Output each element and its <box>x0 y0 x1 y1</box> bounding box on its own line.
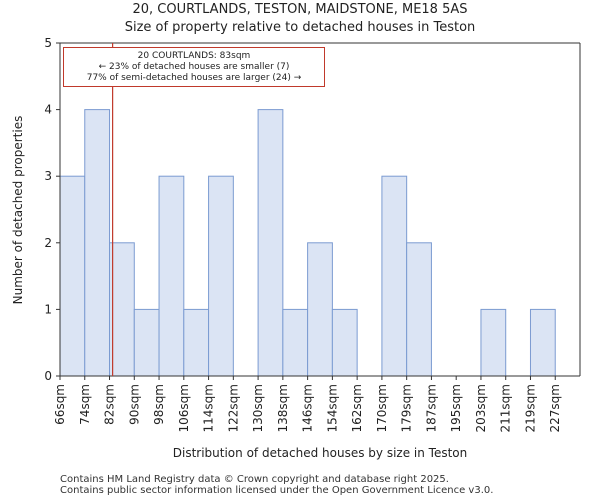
x-tick-label: 106sqm <box>177 384 191 432</box>
x-tick-label: 138sqm <box>276 384 290 432</box>
x-tick-label: 187sqm <box>424 384 438 432</box>
bar-179sqm <box>406 242 432 377</box>
x-tick-label: 90sqm <box>127 384 141 425</box>
bar-138sqm <box>282 308 309 377</box>
x-tick-label: 114sqm <box>202 384 216 432</box>
chart-title: 20, COURTLANDS, TESTON, MAIDSTONE, ME18 … <box>132 2 468 17</box>
y-tick-label: 1 <box>44 302 52 316</box>
x-tick-label: 195sqm <box>449 384 463 432</box>
x-axis-label: Distribution of detached houses by size … <box>172 446 468 460</box>
bar-146sqm <box>307 242 333 377</box>
x-tick-label: 82sqm <box>103 384 117 425</box>
bar-66sqm <box>59 175 86 377</box>
footer-line-2: Contains public sector information licen… <box>60 485 494 496</box>
y-tick-label: 0 <box>44 369 52 383</box>
annotation-line-2: ← 23% of detached houses are smaller (7) <box>98 62 290 72</box>
x-tick-label: 154sqm <box>325 384 339 432</box>
bar-82sqm <box>109 242 135 377</box>
bar-114sqm <box>208 175 234 377</box>
bar-219sqm <box>529 308 556 377</box>
y-tick-label: 5 <box>44 36 52 50</box>
x-tick-label: 74sqm <box>78 384 92 425</box>
bar-90sqm <box>133 308 160 377</box>
bar-98sqm <box>158 175 185 377</box>
bar-106sqm <box>183 308 210 377</box>
footer-line-1: Contains HM Land Registry data © Crown c… <box>60 474 449 485</box>
x-tick-label: 130sqm <box>251 384 265 432</box>
bar-130sqm <box>257 109 284 377</box>
x-tick-label: 219sqm <box>523 384 537 432</box>
y-tick-label: 4 <box>44 103 52 117</box>
bar-170sqm <box>381 175 408 377</box>
x-tick-label: 162sqm <box>350 384 364 432</box>
x-tick-label: 203sqm <box>474 384 488 432</box>
x-tick-label: 170sqm <box>375 384 389 432</box>
bar-203sqm <box>480 308 507 377</box>
chart-subtitle: Size of property relative to detached ho… <box>124 20 476 35</box>
x-tick-label: 227sqm <box>548 384 562 432</box>
y-tick-label: 2 <box>44 236 52 250</box>
annotation-line-3: 77% of semi-detached houses are larger (… <box>86 73 302 83</box>
y-axis-label: Number of detached properties <box>11 115 25 305</box>
x-tick-label: 146sqm <box>301 384 315 432</box>
bar-154sqm <box>331 308 358 377</box>
annotation-box: 20 COURTLANDS: 83sqm ← 23% of detached h… <box>63 47 325 87</box>
x-tick-label: 122sqm <box>226 384 240 432</box>
annotation-line-1: 20 COURTLANDS: 83sqm <box>137 51 251 61</box>
bar-74sqm <box>84 109 111 377</box>
x-tick-label: 179sqm <box>400 384 414 432</box>
x-tick-label: 98sqm <box>152 384 166 425</box>
x-tick-label: 66sqm <box>53 384 67 425</box>
y-tick-label: 3 <box>44 169 52 183</box>
x-tick-label: 211sqm <box>499 384 513 432</box>
